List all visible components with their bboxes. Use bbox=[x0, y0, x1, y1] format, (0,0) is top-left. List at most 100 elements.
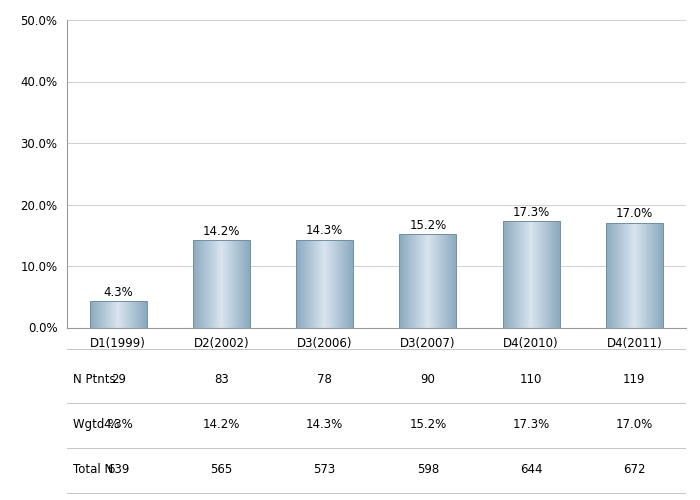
Bar bbox=[314, 240, 315, 328]
Bar bbox=[619, 223, 620, 328]
Bar bbox=[198, 240, 199, 328]
Bar bbox=[523, 221, 524, 328]
Bar bbox=[210, 240, 211, 328]
Bar bbox=[519, 221, 521, 328]
Bar bbox=[129, 301, 130, 328]
Bar bbox=[209, 240, 210, 328]
Bar bbox=[514, 221, 515, 328]
Text: 14.2%: 14.2% bbox=[203, 224, 240, 237]
Bar bbox=[662, 223, 663, 328]
Bar bbox=[99, 301, 100, 328]
Bar bbox=[102, 301, 103, 328]
Bar bbox=[142, 301, 143, 328]
Bar bbox=[232, 240, 233, 328]
Bar bbox=[303, 240, 304, 328]
Bar bbox=[429, 234, 430, 328]
Bar bbox=[336, 240, 337, 328]
Bar bbox=[351, 240, 352, 328]
Bar bbox=[648, 223, 650, 328]
Bar bbox=[194, 240, 195, 328]
Bar bbox=[436, 234, 438, 328]
Bar bbox=[534, 221, 535, 328]
Bar bbox=[453, 234, 454, 328]
Bar bbox=[455, 234, 456, 328]
Bar bbox=[627, 223, 628, 328]
Bar bbox=[105, 301, 106, 328]
Bar bbox=[101, 301, 102, 328]
Bar bbox=[230, 240, 232, 328]
Bar bbox=[195, 240, 196, 328]
Bar bbox=[552, 221, 553, 328]
Bar bbox=[556, 221, 557, 328]
Bar bbox=[438, 234, 440, 328]
Bar bbox=[612, 223, 613, 328]
Bar bbox=[518, 221, 519, 328]
Bar bbox=[442, 234, 444, 328]
Bar bbox=[108, 301, 109, 328]
Bar bbox=[613, 223, 614, 328]
Bar bbox=[96, 301, 97, 328]
Bar bbox=[228, 240, 229, 328]
Bar bbox=[212, 240, 213, 328]
Bar bbox=[653, 223, 654, 328]
Bar bbox=[214, 240, 215, 328]
Bar bbox=[125, 301, 126, 328]
Bar bbox=[620, 223, 621, 328]
Bar bbox=[400, 234, 401, 328]
Bar bbox=[322, 240, 323, 328]
Bar bbox=[140, 301, 141, 328]
Bar bbox=[115, 301, 116, 328]
Bar bbox=[211, 240, 212, 328]
Bar bbox=[451, 234, 452, 328]
Text: N Ptnts: N Ptnts bbox=[73, 373, 116, 386]
Bar bbox=[421, 234, 422, 328]
Bar bbox=[118, 301, 119, 328]
Bar bbox=[108, 301, 110, 328]
Bar bbox=[318, 240, 319, 328]
Bar bbox=[616, 223, 617, 328]
Bar bbox=[311, 240, 312, 328]
Bar bbox=[249, 240, 250, 328]
Bar bbox=[556, 221, 557, 328]
Bar bbox=[234, 240, 236, 328]
Bar bbox=[505, 221, 506, 328]
Bar bbox=[230, 240, 231, 328]
Bar bbox=[609, 223, 610, 328]
Bar bbox=[445, 234, 446, 328]
Bar bbox=[427, 234, 428, 328]
Bar bbox=[657, 223, 658, 328]
Text: 15.2%: 15.2% bbox=[410, 418, 447, 431]
Text: 672: 672 bbox=[623, 464, 645, 476]
Bar bbox=[126, 301, 127, 328]
Bar bbox=[610, 223, 611, 328]
Bar bbox=[337, 240, 338, 328]
Bar bbox=[519, 221, 520, 328]
Bar bbox=[299, 240, 300, 328]
Bar bbox=[348, 240, 349, 328]
Bar bbox=[527, 221, 528, 328]
Bar bbox=[309, 240, 310, 328]
Bar bbox=[324, 240, 325, 328]
Bar bbox=[531, 221, 532, 328]
Bar bbox=[312, 240, 313, 328]
Bar bbox=[335, 240, 336, 328]
Bar bbox=[343, 240, 344, 328]
Bar bbox=[649, 223, 650, 328]
Bar bbox=[516, 221, 517, 328]
Bar bbox=[504, 221, 505, 328]
Text: 4.3%: 4.3% bbox=[104, 286, 133, 298]
Text: 119: 119 bbox=[623, 373, 645, 386]
Bar bbox=[113, 301, 114, 328]
Bar bbox=[306, 240, 307, 328]
Bar bbox=[97, 301, 98, 328]
Bar bbox=[414, 234, 415, 328]
Bar bbox=[517, 221, 519, 328]
Bar bbox=[141, 301, 142, 328]
Bar bbox=[550, 221, 551, 328]
Bar bbox=[204, 240, 205, 328]
Bar bbox=[544, 221, 545, 328]
Bar bbox=[648, 223, 649, 328]
Bar bbox=[196, 240, 197, 328]
Bar bbox=[309, 240, 311, 328]
Bar bbox=[240, 240, 241, 328]
